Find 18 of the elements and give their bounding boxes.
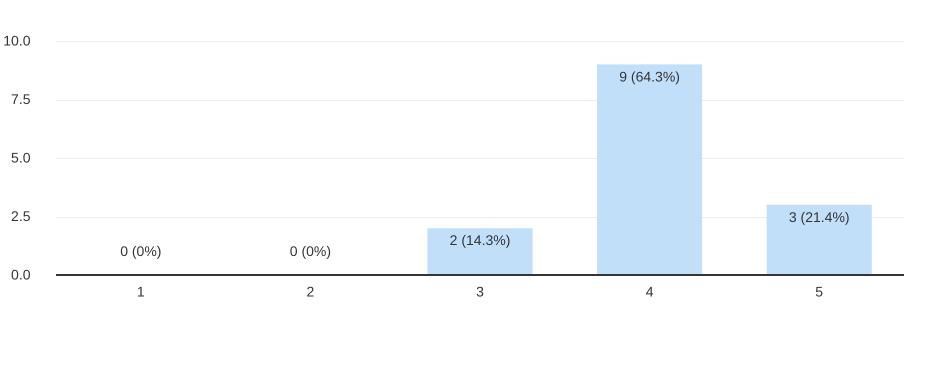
data-label: 0 (0%) bbox=[290, 243, 332, 259]
data-label: 0 (0%) bbox=[120, 243, 162, 259]
x-tick-label: 4 bbox=[646, 284, 654, 300]
x-tick-label: 1 bbox=[136, 284, 145, 300]
x-tick-label: 3 bbox=[476, 284, 484, 300]
data-label: 3 (21.4%) bbox=[788, 208, 850, 225]
y-tick-label: 0.0 bbox=[11, 266, 31, 282]
y-tick-label: 10.0 bbox=[3, 32, 31, 48]
data-label: 2 (14.3%) bbox=[450, 232, 510, 248]
y-tick-label: 7.5 bbox=[11, 91, 31, 107]
bar bbox=[427, 228, 533, 275]
y-tick-label: 2.5 bbox=[11, 208, 31, 224]
x-tick-label: 2 bbox=[306, 284, 314, 300]
bar bbox=[597, 64, 702, 275]
x-tick-label: 5 bbox=[815, 284, 824, 300]
y-tick-label: 5.0 bbox=[11, 150, 31, 166]
data-label: 9 (64.3%) bbox=[619, 68, 680, 84]
bar bbox=[766, 204, 872, 275]
